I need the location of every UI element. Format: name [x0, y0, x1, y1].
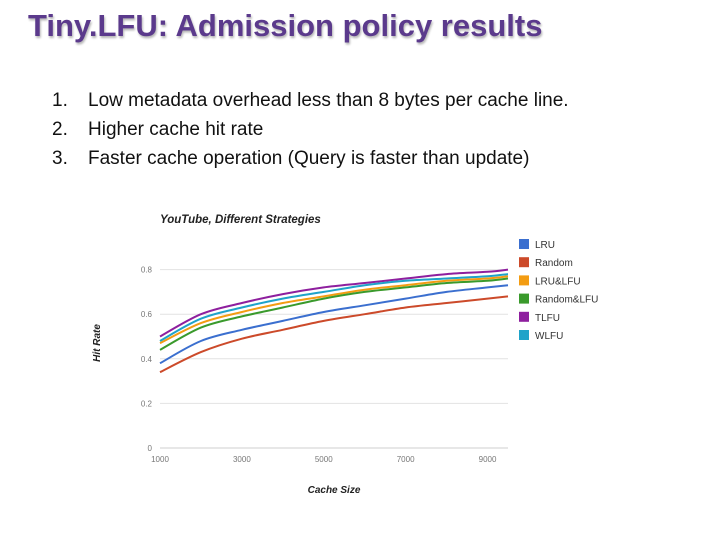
list-number: 1.: [52, 90, 68, 111]
chart-title: YouTube, Different Strategies: [160, 214, 321, 226]
y-tick-label: 0.2: [141, 399, 153, 408]
legend-label-lru: LRU: [535, 240, 555, 251]
list-text: Faster cache operation (Query is faster …: [88, 148, 530, 169]
x-axis-label: Cache Size: [308, 485, 361, 496]
legend-swatch-wlfu: [519, 330, 529, 340]
series-line-random: [159, 295, 509, 374]
list-item: 1. Low metadata overhead less than 8 byte…: [52, 86, 569, 115]
list-text: Higher cache hit rate: [88, 119, 264, 140]
chart-ticks: 0 0.2 0.4 0.6 0.8 1000 3000 5000 7000 9000: [141, 266, 497, 464]
chart-series: [159, 268, 509, 374]
list-text: Low metadata overhead less than 8 bytes …: [88, 90, 569, 111]
chart-legend: LRU Random LRU&LFU Random&LFU TLFU WLFU: [519, 239, 598, 342]
legend-label-random: Random: [535, 258, 573, 269]
legend-swatch-random-lfu: [519, 293, 529, 304]
x-tick-label: 3000: [233, 455, 251, 464]
legend-label-lru-lfu: LRU&LFU: [535, 276, 581, 287]
y-axis-label: Hit Rate: [92, 324, 103, 362]
series-line-lru: [159, 284, 509, 365]
y-tick-label: 0: [148, 444, 153, 453]
list-number: 3.: [52, 148, 68, 169]
legend-swatch-tlfu: [519, 311, 529, 322]
x-tick-label: 7000: [397, 455, 415, 464]
y-tick-label: 0.6: [141, 310, 153, 319]
series-line-tlfu: [159, 268, 509, 338]
legend-swatch-lru-lfu: [519, 275, 529, 286]
y-tick-label: 0.4: [141, 355, 153, 364]
legend-swatch-random: [519, 257, 529, 268]
chart-grid: [160, 269, 508, 449]
x-tick-label: 5000: [315, 455, 333, 464]
legend-label-random-lfu: Random&LFU: [535, 295, 598, 306]
x-tick-label: 1000: [151, 455, 169, 464]
legend-label-wlfu: WLFU: [535, 331, 563, 342]
bullet-list: 1. Low metadata overhead less than 8 byte…: [52, 86, 569, 173]
series-line-random-lfu: [159, 277, 509, 351]
series-line-wlfu: [159, 273, 509, 342]
y-tick-label: 0.8: [141, 266, 153, 275]
series-line-lru-lfu: [159, 275, 509, 345]
list-item: 2. Higher cache hit rate: [52, 115, 569, 144]
list-item: 3. Faster cache operation (Query is faste…: [52, 144, 569, 173]
legend-label-tlfu: TLFU: [535, 313, 560, 324]
x-tick-label: 9000: [479, 455, 497, 464]
list-number: 2.: [52, 119, 68, 140]
legend-swatch-lru: [519, 239, 529, 249]
slide-title: Tiny.LFU: Admission policy results: [28, 8, 543, 43]
